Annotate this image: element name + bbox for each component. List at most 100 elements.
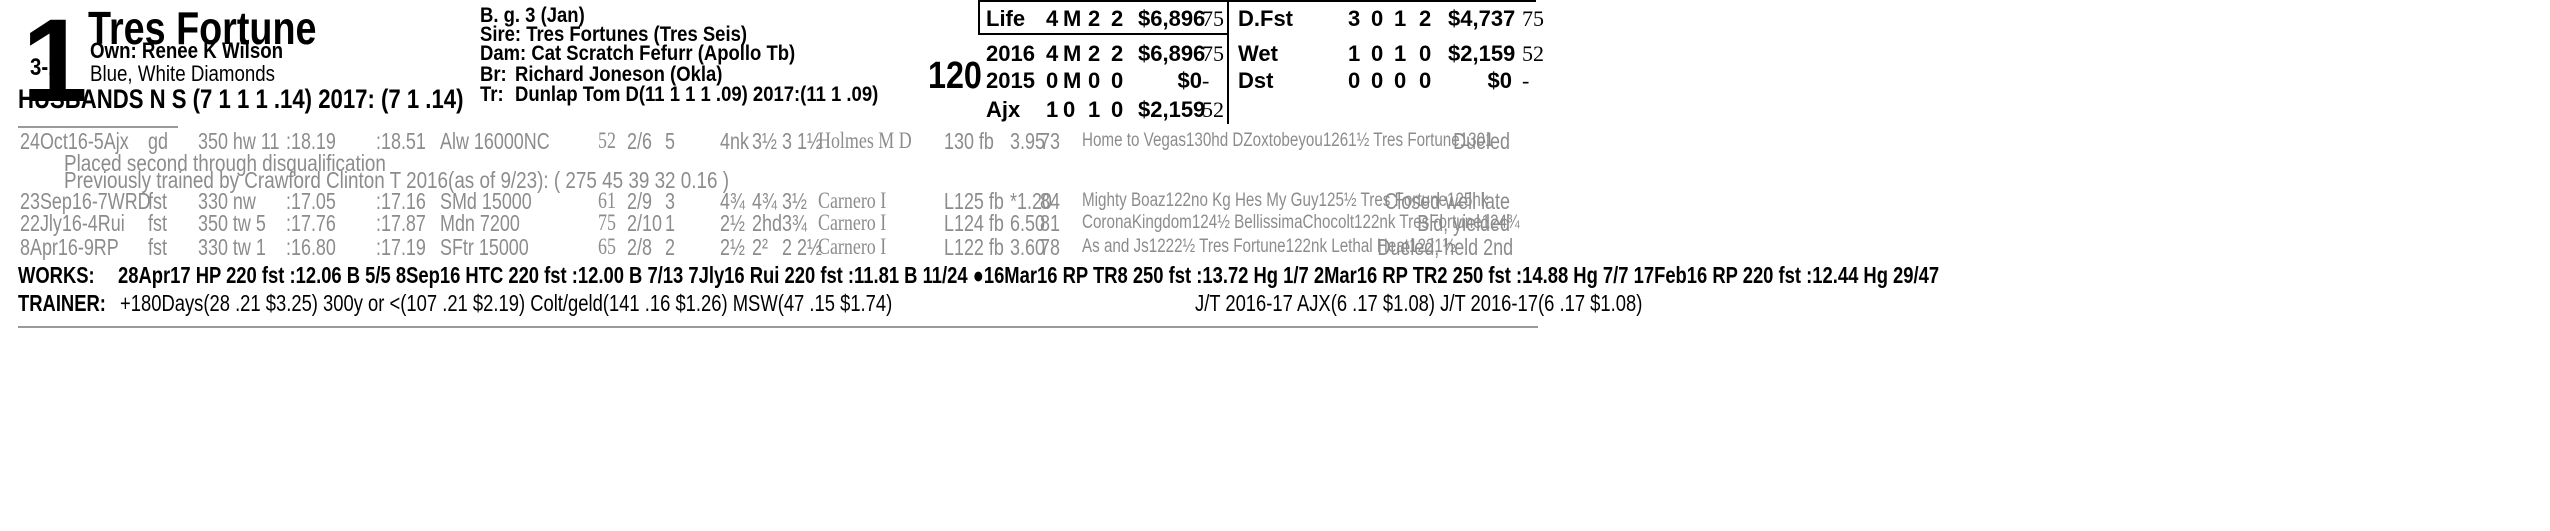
breeder-label: Br: — [480, 63, 507, 86]
pp-condition: fst — [148, 188, 167, 214]
record-shows: 0 — [1419, 68, 1432, 93]
pp-distance: 350 tw 5 — [198, 210, 266, 236]
record-earnings: $0 — [1177, 68, 1202, 93]
placed-note: Placed second through disqualification — [64, 150, 386, 176]
record-shows: 0 — [1419, 41, 1432, 66]
pp-call-1: 4nk — [720, 128, 749, 154]
record-places: 1 — [1088, 97, 1101, 122]
pp-fraction-1: :18.19 — [286, 128, 336, 154]
record-earnings: $6,896 — [1138, 6, 1206, 31]
pp-call-2: 2hd — [752, 210, 782, 236]
pp-odds: 3.60 — [1010, 234, 1045, 260]
record-label: Life — [986, 6, 1026, 31]
pp-result: Closed well late — [1384, 188, 1510, 214]
record-shows: 0 — [1111, 97, 1124, 122]
record-earnings: $2,159 — [1448, 41, 1516, 66]
record-places: 2 — [1088, 6, 1101, 31]
record-places: 1 — [1394, 41, 1407, 66]
record-speed: 75 — [1202, 6, 1224, 31]
record-earnings: $4,737 — [1448, 6, 1516, 31]
record-shows: 2 — [1111, 6, 1124, 31]
pp-date: 24Oct16-5Ajx — [20, 128, 129, 154]
record-speed: 52 — [1202, 97, 1224, 122]
trainer-stats-text: +180Days(28 .21 $3.25) 300y or <(107 .21… — [120, 290, 893, 316]
pp-jockey: Holmes M D — [818, 128, 912, 153]
record-starts: 1 — [1348, 41, 1361, 66]
pp-finish: 2 2½ — [782, 234, 822, 260]
record-label: Wet — [1238, 41, 1278, 66]
record-label: 2015 — [986, 68, 1035, 93]
jockey-trainer-stats: J/T 2016-17 AJX(6 .17 $1.08) J/T 2016-17… — [1195, 290, 1643, 316]
record-starts: 0 — [1348, 68, 1361, 93]
pp-start: 1 — [665, 210, 675, 236]
record-shows: 0 — [1111, 68, 1124, 93]
pp-condition: gd — [148, 128, 168, 154]
pp-date: 8Apr16-9RP — [20, 234, 119, 260]
record-label: D.Fst — [1238, 6, 1293, 31]
horse-name: Tres Fortune — [88, 2, 317, 54]
pp-date: 22Jly16-4Rui — [20, 210, 125, 236]
works-text: 28Apr17 HP 220 fst :12.06 B 5/5 8Sep16 H… — [118, 262, 1940, 288]
record-label: 2016 — [986, 41, 1035, 66]
pp-comment: CoronaKingdom124½ BellissimaChocolt122nk… — [1082, 212, 1520, 233]
pp-comment: As and Js1222½ Tres Fortune122nk Lethal … — [1082, 236, 1456, 257]
pp-post-position: 2/10 — [627, 210, 662, 236]
record-wins: 0 — [1371, 68, 1384, 93]
trainer-stats-label: TRAINER: — [18, 290, 106, 316]
pp-jockey: Carnero I — [818, 210, 887, 235]
record-speed: - — [1202, 68, 1210, 93]
pp-race-type: Alw 16000NC — [440, 128, 550, 154]
record-wins: 0 — [1371, 6, 1384, 31]
record-starts: 1 — [1046, 97, 1059, 122]
owner: Own: Renee K Wilson — [90, 38, 284, 63]
pp-call-1: 2½ — [720, 234, 745, 260]
record-starts: 4 — [1046, 41, 1059, 66]
pp-date: 23Sep16-7WRD — [20, 188, 151, 214]
record-label: Ajx — [986, 97, 1021, 122]
pp-comment: Mighty Boaz122no Kg Hes My Guy125½ Tres … — [1082, 190, 1489, 211]
program-number: 1 — [22, 0, 88, 127]
pp-race-type: Mdn 7200 — [440, 210, 520, 236]
record-places: 0 — [1394, 68, 1407, 93]
pp-jockey: Carnero I — [818, 234, 887, 259]
pp-speed-figure: 52 — [598, 128, 616, 153]
trainer: Dunlap Tom D(11 1 1 1 .09) 2017:(11 1 .0… — [515, 83, 879, 106]
pp-call-1: 2½ — [720, 210, 745, 236]
pp-odds: 6.50 — [1010, 210, 1045, 236]
pp-odds: 3.95 — [1010, 128, 1045, 154]
pp-fraction-1: :17.05 — [286, 188, 336, 214]
record-shows: 2 — [1419, 6, 1432, 31]
pp-fraction-2: :17.16 — [376, 188, 426, 214]
pp-start: 2 — [665, 234, 675, 260]
record-starts: 3 — [1348, 6, 1361, 31]
record-wins: 0 — [1371, 41, 1384, 66]
pp-speed-figure: 65 — [598, 234, 616, 259]
record-earnings: $0 — [1487, 68, 1512, 93]
sire: Sire: Tres Fortunes (Tres Seis) — [480, 23, 748, 46]
pp-fraction-1: :16.80 — [286, 234, 336, 260]
record-wins: 0 — [1063, 97, 1076, 122]
pp-fraction-2: :17.87 — [376, 210, 426, 236]
pp-result: Dueled, held 2nd — [1377, 234, 1514, 260]
pp-weight-equip: 130 fb — [944, 128, 994, 154]
pp-result: Bid, yielded — [1417, 210, 1510, 236]
record-label: Dst — [1238, 68, 1274, 93]
pp-comment: Home to Vegas130hd DZoxtobeyou1261½ Tres… — [1082, 130, 1494, 151]
dam: Dam: Cat Scratch Fefurr (Apollo Tb) — [480, 42, 796, 65]
pp-finish: 3¾ — [782, 210, 807, 236]
assigned-weight: 120 — [928, 55, 982, 97]
record-speed: 75 — [1522, 6, 1544, 31]
pp-condition: fst — [148, 210, 167, 236]
pp-distance: 330 tw 1 — [198, 234, 266, 260]
record-wins: M — [1063, 41, 1082, 66]
pp-condition: fst — [148, 234, 167, 260]
record-wins: M — [1063, 68, 1082, 93]
record-speed: 75 — [1202, 41, 1224, 66]
sex-age: B. g. 3 (Jan) — [480, 4, 585, 27]
works-label: WORKS: — [18, 262, 95, 288]
pp-fraction-2: :18.51 — [376, 128, 426, 154]
pp-odds: *1.20 — [1010, 188, 1052, 214]
pp-post-position: 2/6 — [627, 128, 652, 154]
pp-call-2: 3½ — [752, 128, 777, 154]
record-earnings: $2,159 — [1138, 97, 1206, 122]
